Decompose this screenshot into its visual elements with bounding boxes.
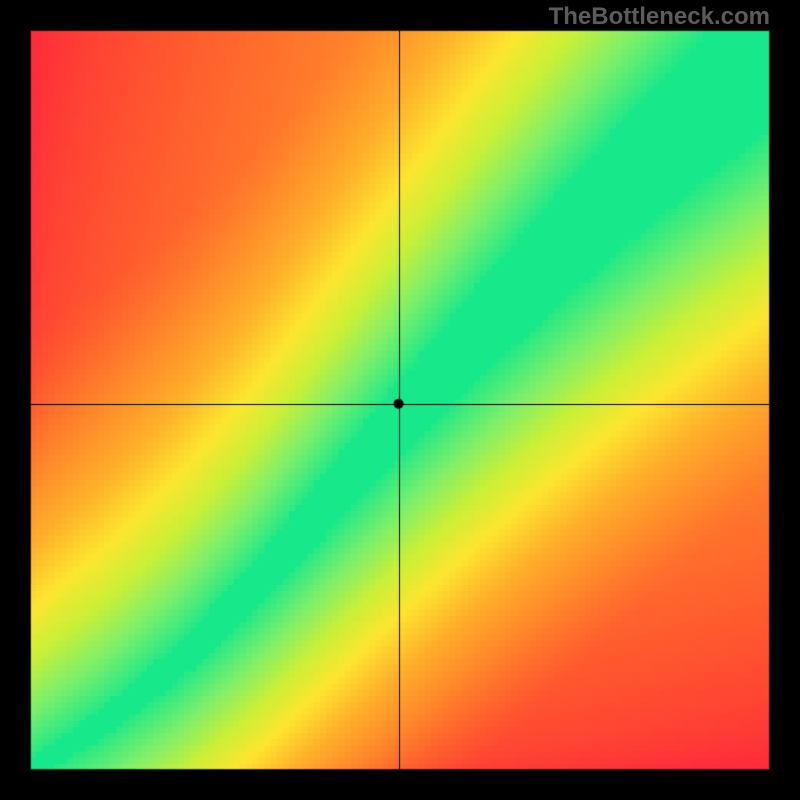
overlay-canvas <box>0 0 800 800</box>
chart-container: TheBottleneck.com <box>0 0 800 800</box>
watermark-text: TheBottleneck.com <box>549 3 770 31</box>
